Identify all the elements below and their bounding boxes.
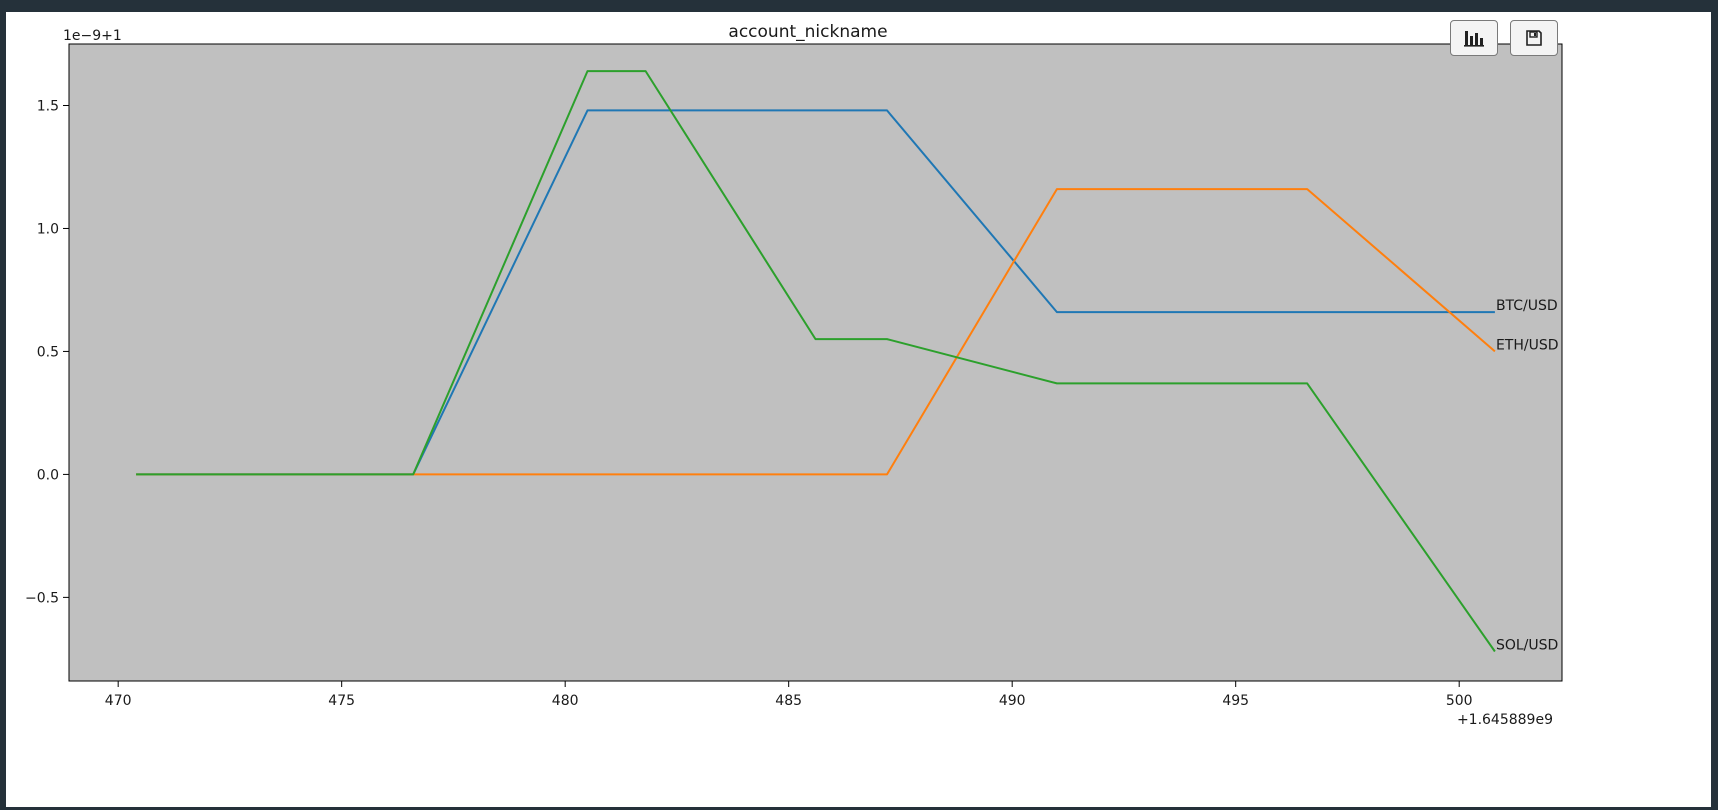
series-line-sol-usd xyxy=(136,70,1496,653)
bar-chart-icon xyxy=(1463,28,1485,48)
series-label-sol-usd: SOL/USD xyxy=(1496,637,1558,653)
y-tick-label: 0.5 xyxy=(37,344,59,360)
save-figure-button[interactable] xyxy=(1510,20,1558,56)
line-chart: BTC/USD ETH/USD SOL/USD 470 475 480 485 490 495… xyxy=(25,22,1563,728)
y-tick-label: 1.0 xyxy=(37,221,59,237)
x-tick-label: 480 xyxy=(552,693,579,709)
y-tick-label: −0.5 xyxy=(25,590,59,606)
plot-area xyxy=(68,43,1563,682)
chart-options-button[interactable] xyxy=(1450,20,1498,56)
y-tick-label: 1.5 xyxy=(37,98,59,114)
x-tick-label: 475 xyxy=(328,693,355,709)
series-label-btc-usd: BTC/USD xyxy=(1496,298,1558,314)
x-tick-label: 490 xyxy=(999,693,1026,709)
x-tick-label: 485 xyxy=(775,693,802,709)
x-tick-label: 495 xyxy=(1222,693,1249,709)
x-offset-label: +1.645889e9 xyxy=(1457,712,1553,728)
series-layer: BTC/USD ETH/USD SOL/USD xyxy=(136,70,1559,653)
series-label-eth-usd: ETH/USD xyxy=(1496,337,1559,353)
axis-layer: 470 475 480 485 490 495 500 −0.5 0.0 0.5 1.0 1.5 xyxy=(25,98,1473,709)
figure: BTC/USD ETH/USD SOL/USD 470 475 480 485 490 495… xyxy=(6,12,1711,807)
x-tick-label: 500 xyxy=(1446,693,1473,709)
chart-title: account_nickname xyxy=(728,22,887,42)
floppy-disk-icon xyxy=(1524,28,1544,48)
x-tick-label: 470 xyxy=(105,693,132,709)
y-offset-label: 1e−9+1 xyxy=(63,28,122,44)
y-tick-label: 0.0 xyxy=(37,467,59,483)
